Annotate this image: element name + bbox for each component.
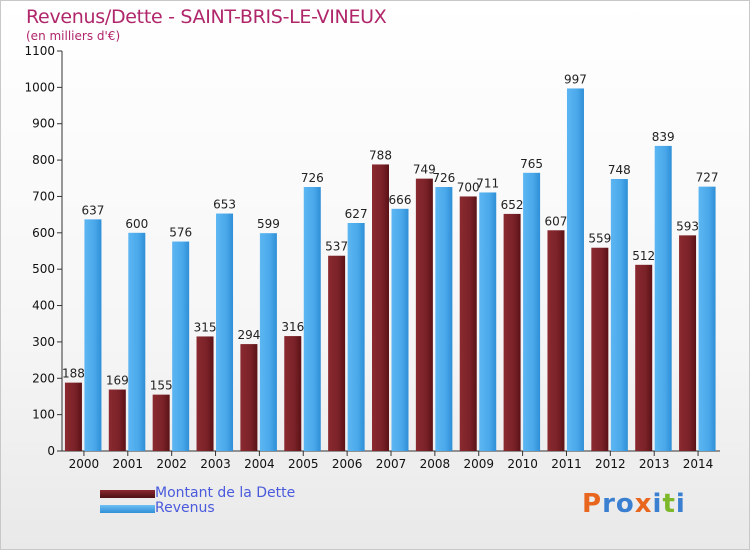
bar-debt bbox=[108, 389, 126, 451]
legend-swatch-debt bbox=[100, 490, 155, 498]
y-tick-label: 200 bbox=[32, 371, 55, 385]
x-tick-label: 2010 bbox=[507, 457, 538, 471]
bar-revenus bbox=[347, 223, 365, 451]
data-label-revenus: 711 bbox=[476, 176, 499, 190]
proxiti-logo: Proxiti bbox=[582, 489, 686, 519]
x-tick-label: 2005 bbox=[288, 457, 319, 471]
data-label-revenus: 726 bbox=[432, 171, 455, 185]
data-label-revenus: 599 bbox=[257, 217, 280, 231]
x-tick-label: 2003 bbox=[200, 457, 231, 471]
bar-debt bbox=[415, 178, 433, 452]
legend-label-revenus: Revenus bbox=[155, 500, 215, 516]
data-label-debt: 294 bbox=[237, 328, 260, 342]
bar-debt bbox=[459, 196, 477, 451]
bar-debt bbox=[591, 247, 609, 451]
chart-title: Revenus/Dette - SAINT-BRIS-LE-VINEUX bbox=[26, 6, 387, 28]
bar-revenus bbox=[566, 88, 584, 452]
legend-swatch-revenus bbox=[100, 505, 155, 513]
bar-debt bbox=[503, 213, 521, 451]
data-label-debt: 188 bbox=[62, 367, 85, 381]
x-tick-label: 2012 bbox=[595, 457, 626, 471]
data-label-revenus: 653 bbox=[213, 198, 236, 212]
y-tick-label: 1100 bbox=[24, 44, 55, 58]
bar-revenus bbox=[84, 219, 102, 451]
x-tick-label: 2008 bbox=[420, 457, 451, 471]
x-tick-label: 2011 bbox=[551, 457, 582, 471]
bar-revenus bbox=[303, 187, 321, 451]
bar-debt bbox=[64, 382, 82, 451]
y-tick-label: 1000 bbox=[24, 80, 55, 94]
y-tick-label: 800 bbox=[32, 153, 55, 167]
data-label-revenus: 576 bbox=[169, 226, 192, 240]
data-label-debt: 559 bbox=[588, 232, 611, 246]
x-tick-label: 2002 bbox=[156, 457, 187, 471]
data-label-revenus: 839 bbox=[652, 130, 675, 144]
x-tick-label: 2000 bbox=[69, 457, 100, 471]
x-tick-label: 2014 bbox=[683, 457, 714, 471]
y-tick-label: 700 bbox=[32, 189, 55, 203]
bar-revenus bbox=[698, 186, 716, 452]
data-label-debt: 788 bbox=[369, 148, 392, 162]
bar-revenus bbox=[523, 172, 541, 451]
y-tick-label: 600 bbox=[32, 226, 55, 240]
data-label-debt: 169 bbox=[106, 374, 129, 388]
bar-revenus bbox=[654, 145, 672, 451]
y-tick-label: 100 bbox=[32, 408, 55, 422]
bar-revenus bbox=[216, 213, 234, 451]
data-label-debt: 537 bbox=[325, 240, 348, 254]
y-tick-label: 0 bbox=[47, 444, 55, 458]
bar-debt bbox=[679, 235, 697, 451]
data-label-revenus: 666 bbox=[389, 193, 412, 207]
data-label-revenus: 627 bbox=[345, 207, 368, 221]
data-label-debt: 593 bbox=[676, 219, 699, 233]
bar-revenus bbox=[435, 187, 453, 451]
data-label-revenus: 600 bbox=[125, 217, 148, 231]
y-tick-label: 500 bbox=[32, 262, 55, 276]
bar-revenus bbox=[172, 241, 190, 451]
bar-debt bbox=[196, 336, 214, 451]
x-tick-label: 2006 bbox=[332, 457, 363, 471]
data-label-debt: 155 bbox=[150, 379, 173, 393]
data-label-debt: 607 bbox=[545, 214, 568, 228]
x-tick-label: 2004 bbox=[244, 457, 275, 471]
bar-debt bbox=[152, 394, 170, 451]
y-tick-label: 400 bbox=[32, 299, 55, 313]
bar-debt bbox=[240, 344, 258, 451]
data-label-debt: 316 bbox=[281, 320, 304, 334]
bar-debt bbox=[547, 230, 565, 451]
data-label-revenus: 997 bbox=[564, 72, 587, 86]
bar-revenus bbox=[259, 233, 277, 451]
data-label-revenus: 748 bbox=[608, 163, 631, 177]
bar-debt bbox=[328, 255, 346, 451]
data-label-debt: 652 bbox=[501, 198, 524, 212]
bar-revenus bbox=[610, 179, 628, 451]
data-label-debt: 512 bbox=[632, 249, 655, 263]
data-label-revenus: 765 bbox=[520, 157, 543, 171]
data-label-debt: 749 bbox=[413, 163, 436, 177]
data-label-revenus: 637 bbox=[81, 203, 104, 217]
bar-debt bbox=[635, 264, 653, 451]
x-tick-label: 2009 bbox=[463, 457, 494, 471]
bar-revenus bbox=[128, 232, 146, 451]
y-tick-label: 300 bbox=[32, 335, 55, 349]
data-label-debt: 315 bbox=[194, 320, 217, 334]
bar-debt bbox=[284, 336, 302, 451]
data-label-revenus: 727 bbox=[696, 171, 719, 185]
x-tick-label: 2001 bbox=[113, 457, 144, 471]
data-label-revenus: 726 bbox=[301, 171, 324, 185]
bar-revenus bbox=[479, 192, 497, 452]
chart-subtitle: (en milliers d'€) bbox=[26, 29, 121, 43]
legend-label-debt: Montant de la Dette bbox=[155, 485, 296, 501]
data-label-debt: 700 bbox=[457, 180, 480, 194]
x-tick-label: 2013 bbox=[639, 457, 670, 471]
x-tick-label: 2007 bbox=[376, 457, 407, 471]
bar-revenus bbox=[391, 208, 409, 451]
y-tick-label: 900 bbox=[32, 117, 55, 131]
bar-debt bbox=[372, 164, 389, 452]
